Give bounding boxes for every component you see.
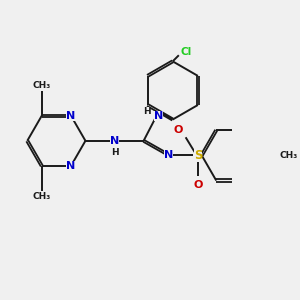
Text: H: H [143,107,151,116]
Text: N: N [154,111,163,121]
Text: N: N [164,150,173,161]
Text: N: N [66,161,76,171]
Text: O: O [173,124,183,135]
Text: O: O [193,180,203,190]
Text: CH₃: CH₃ [33,81,51,90]
Text: CH₃: CH₃ [33,192,51,201]
Text: H: H [111,148,118,157]
Text: Cl: Cl [180,47,191,57]
Text: N: N [110,136,119,146]
Text: CH₃: CH₃ [279,151,298,160]
Text: N: N [66,111,76,121]
Text: S: S [194,149,202,162]
